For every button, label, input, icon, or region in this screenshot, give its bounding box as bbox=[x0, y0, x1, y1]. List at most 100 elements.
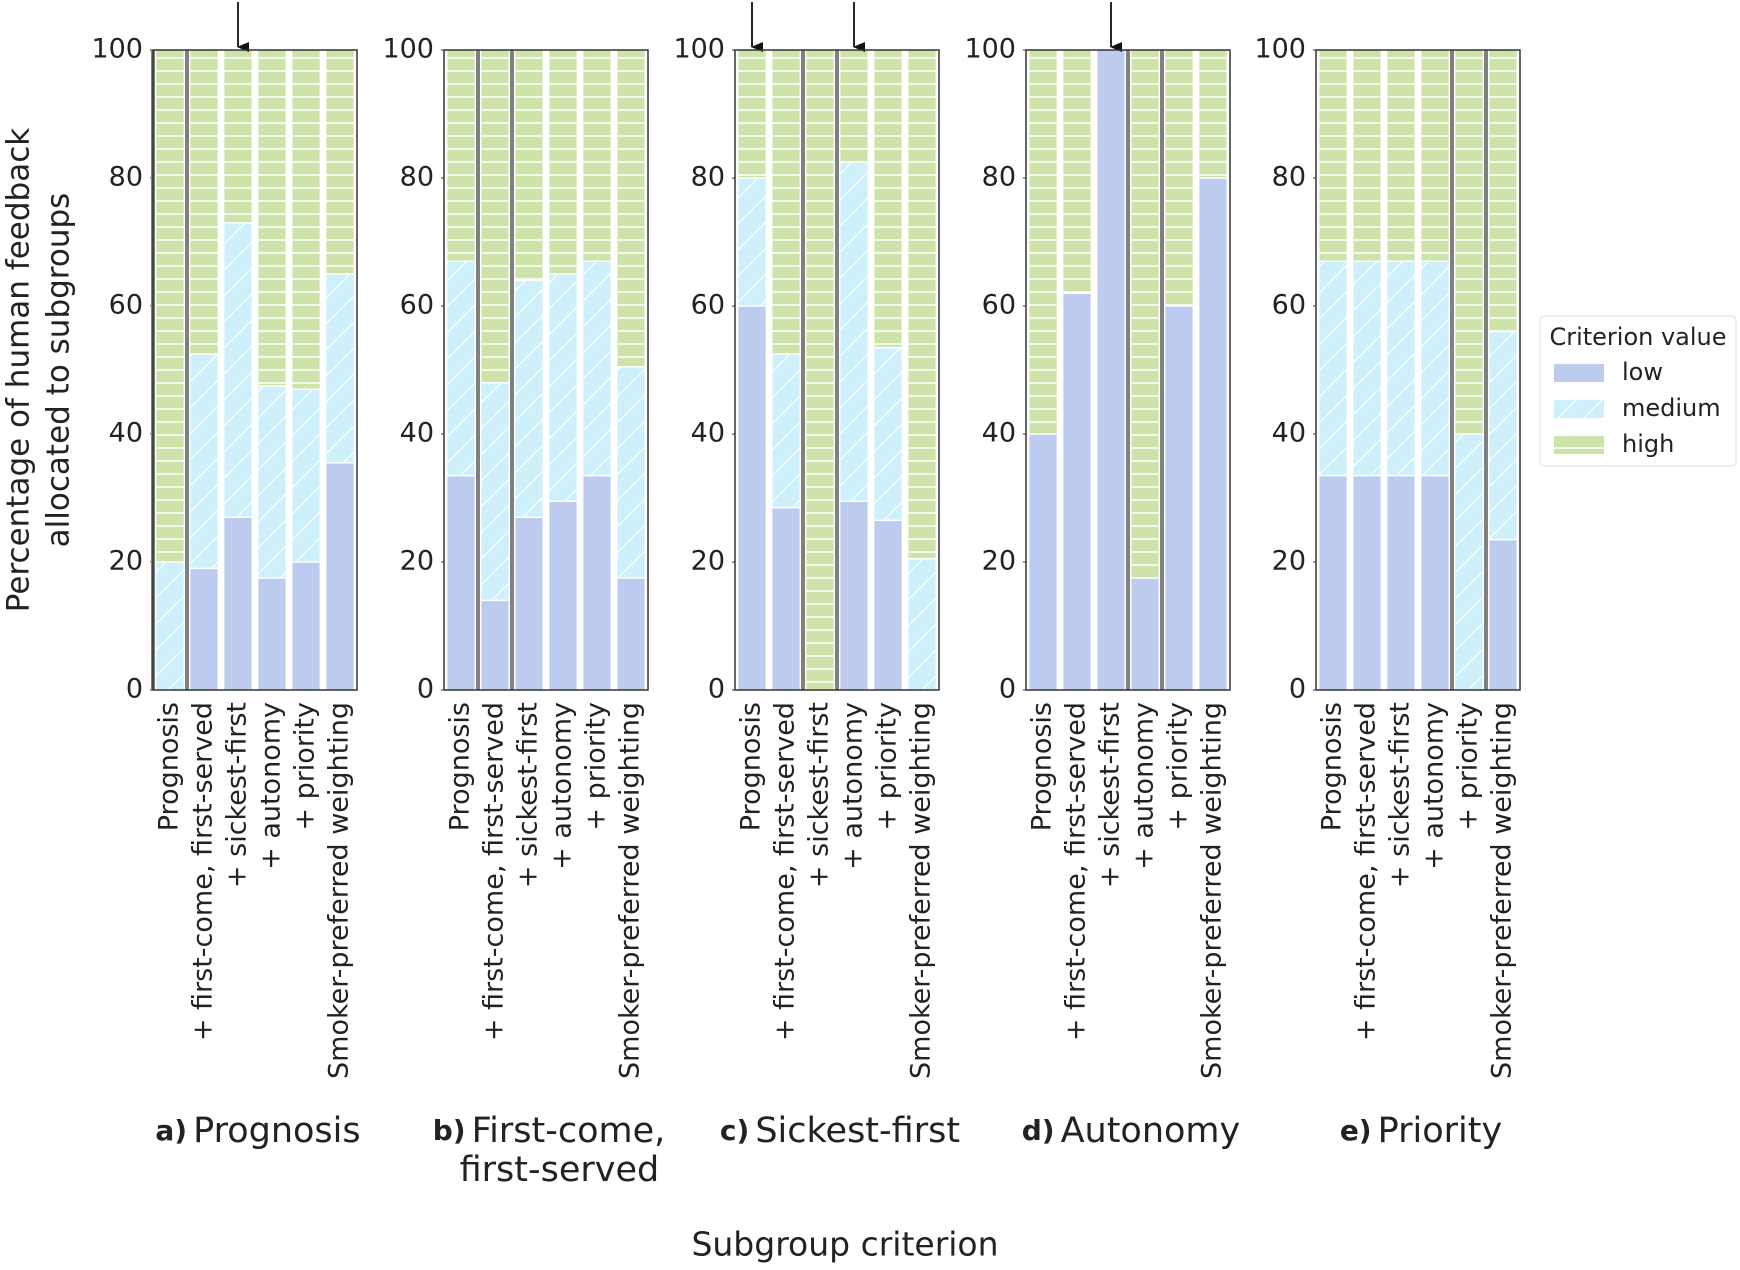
x-tick-label: + first-come, first-served bbox=[770, 702, 801, 1041]
bar-hatch bbox=[617, 366, 645, 578]
bar-segment-group bbox=[326, 462, 354, 690]
bar-hatch bbox=[1489, 331, 1517, 540]
x-tick-label: + sickest-first bbox=[513, 702, 544, 888]
bar-segment-group bbox=[617, 578, 645, 690]
bar-hatch bbox=[515, 280, 543, 518]
bar-segment bbox=[1421, 475, 1449, 690]
bar-hatch bbox=[617, 50, 645, 367]
bar-segment bbox=[1165, 306, 1193, 690]
bar-segment-group bbox=[772, 354, 800, 509]
panel-title: first-served bbox=[460, 1150, 660, 1190]
y-tick-label: 40 bbox=[400, 418, 434, 449]
y-tick-label: 100 bbox=[1254, 34, 1306, 65]
panel-title-text: Sickest-first bbox=[755, 1111, 960, 1151]
y-tick-label: 60 bbox=[982, 290, 1016, 321]
x-tick-label: + sickest-first bbox=[804, 702, 835, 888]
bar-hatch bbox=[481, 50, 509, 383]
bar-segment-group bbox=[1353, 50, 1381, 262]
x-tick-label: + priority bbox=[1163, 702, 1194, 831]
bar-hatch bbox=[190, 50, 218, 354]
bar-hatch bbox=[583, 50, 611, 262]
legend-swatch bbox=[1554, 364, 1604, 382]
bar-hatch bbox=[874, 347, 902, 521]
bar-hatch bbox=[1387, 261, 1415, 476]
bar-hatch bbox=[908, 558, 936, 690]
bar-hatch bbox=[1063, 50, 1091, 294]
bar-hatch bbox=[447, 261, 475, 476]
panel-label: b) bbox=[433, 1114, 466, 1147]
bar-hatch bbox=[772, 354, 800, 508]
legend-hatch bbox=[1554, 436, 1604, 454]
bar-segment bbox=[738, 306, 766, 690]
bar-segment bbox=[549, 501, 577, 690]
bar-segment bbox=[1097, 50, 1125, 690]
bar-segment bbox=[1063, 293, 1091, 690]
bar-hatch bbox=[292, 389, 320, 562]
bar-segment-group bbox=[1131, 578, 1159, 690]
legend-label: high bbox=[1622, 430, 1674, 458]
y-tick-label: 80 bbox=[1272, 162, 1306, 193]
bar-segment bbox=[292, 562, 320, 690]
bar-segment bbox=[1199, 178, 1227, 690]
y-tick-label: 80 bbox=[691, 162, 725, 193]
x-tick-label: + priority bbox=[290, 702, 321, 831]
x-tick-label: + priority bbox=[1453, 702, 1484, 831]
bar-segment-group bbox=[1165, 50, 1193, 307]
bar-segment bbox=[874, 520, 902, 690]
panel-title-text: First-come, bbox=[472, 1111, 666, 1151]
bar-segment-group bbox=[1421, 261, 1449, 477]
bar-segment bbox=[1489, 539, 1517, 690]
bar-hatch bbox=[515, 50, 543, 281]
bar-segment bbox=[840, 501, 868, 690]
y-tick-label: 0 bbox=[126, 674, 143, 705]
x-tick-label: Smoker-preferred weighting bbox=[615, 702, 646, 1079]
bar-segment-group bbox=[1029, 50, 1057, 435]
bar-segment-group bbox=[515, 50, 543, 282]
y-tick-label: 100 bbox=[91, 34, 143, 65]
bar-hatch bbox=[1421, 50, 1449, 262]
bar-segment bbox=[190, 568, 218, 690]
bar-segment-group bbox=[1097, 50, 1125, 690]
bar-segment-group bbox=[874, 50, 902, 349]
bar-hatch bbox=[1353, 50, 1381, 262]
x-tick-label: + first-come, first-served bbox=[1351, 702, 1382, 1041]
y-tick-label: 100 bbox=[382, 34, 434, 65]
bar-hatch bbox=[738, 178, 766, 306]
bar-segment-group bbox=[840, 162, 868, 502]
x-tick-label: + sickest-first bbox=[222, 702, 253, 888]
y-tick-label: 20 bbox=[691, 546, 725, 577]
y-tick-label: 80 bbox=[109, 162, 143, 193]
bar-hatch bbox=[840, 162, 868, 502]
bar-hatch bbox=[1353, 261, 1381, 476]
y-tick-label: 40 bbox=[691, 418, 725, 449]
y-tick-label: 80 bbox=[400, 162, 434, 193]
bar-segment-group bbox=[481, 600, 509, 690]
bar-segment-group bbox=[1455, 434, 1483, 690]
bar-hatch bbox=[258, 50, 286, 386]
panel-label: a) bbox=[155, 1114, 187, 1147]
bar-hatch bbox=[156, 562, 184, 690]
panel-title: c) Sickest-first bbox=[720, 1111, 960, 1151]
bar-segment bbox=[481, 600, 509, 690]
bar-segment-group bbox=[1353, 475, 1381, 690]
bar-segment bbox=[772, 507, 800, 690]
panel-title-text: Prognosis bbox=[193, 1111, 361, 1151]
bar-segment-group bbox=[1199, 178, 1227, 690]
x-tick-label: Smoker-preferred weighting bbox=[1197, 702, 1228, 1079]
bar-segment-group bbox=[840, 50, 868, 163]
x-tick-label: Smoker-preferred weighting bbox=[324, 702, 355, 1079]
x-tick-label: Prognosis bbox=[445, 702, 476, 831]
panel-title: d) Autonomy bbox=[1022, 1111, 1241, 1151]
bar-segment-group bbox=[1489, 539, 1517, 690]
bar-segment-group bbox=[326, 274, 354, 464]
bar-hatch bbox=[549, 50, 577, 274]
bar-hatch bbox=[190, 354, 218, 569]
y-tick-label: 60 bbox=[691, 290, 725, 321]
bar-segment-group bbox=[447, 50, 475, 262]
bar-hatch bbox=[1029, 50, 1057, 434]
bar-segment bbox=[326, 462, 354, 690]
bar-hatch bbox=[583, 261, 611, 476]
bar-segment-group bbox=[1455, 50, 1483, 435]
bar-hatch bbox=[1131, 50, 1159, 578]
